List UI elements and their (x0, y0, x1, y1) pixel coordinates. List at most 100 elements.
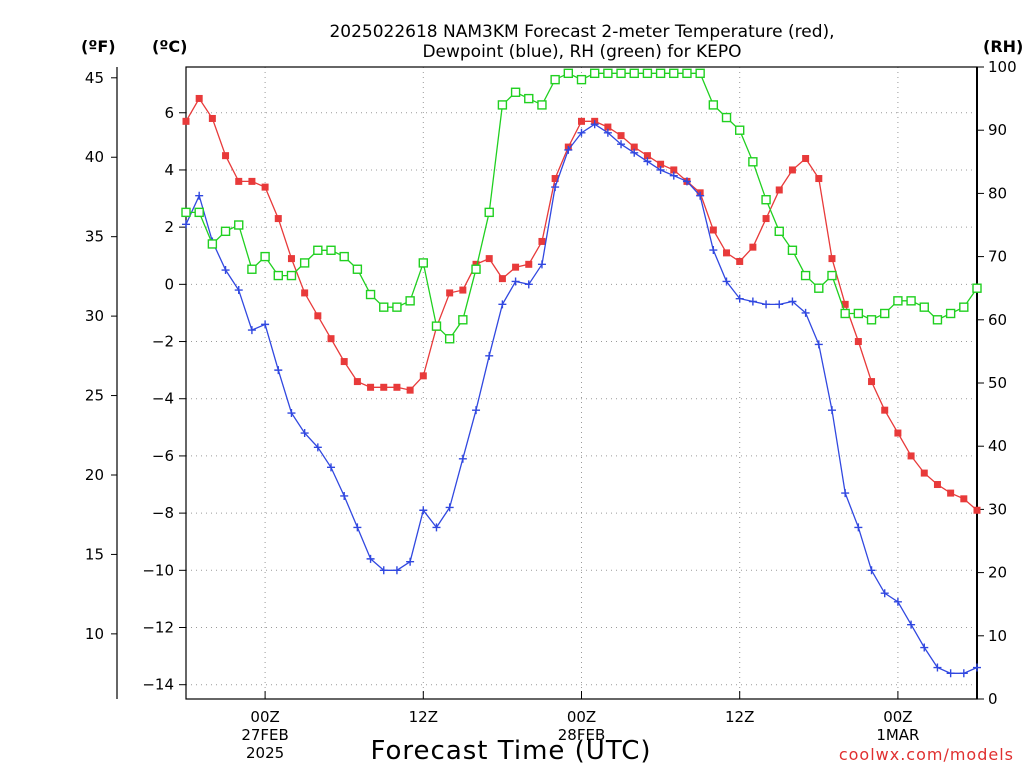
rh-point (827, 270, 837, 281)
rh-point (866, 315, 877, 325)
rh-point (181, 207, 191, 218)
fahrenheit-tick-label: 20 (85, 466, 104, 484)
rh-point (537, 100, 547, 110)
rh-point (669, 68, 679, 79)
temperature-point (538, 237, 546, 245)
dewpoint-point (722, 277, 731, 286)
dewpoint-point (564, 145, 573, 154)
temperature-point (314, 312, 322, 320)
dewpoint-point (353, 523, 362, 532)
x-tick-label: 00Z (883, 708, 912, 726)
dewpoint-point (696, 191, 705, 200)
temperature-point (393, 383, 401, 391)
dewpoint-point (630, 148, 639, 157)
rh-point (629, 68, 639, 79)
dewpoint-point (643, 157, 652, 166)
rh-point (352, 264, 363, 274)
x-tick-label: 00Z (567, 708, 596, 726)
dewpoint-point (458, 454, 467, 463)
temperature-point (723, 249, 731, 257)
temperature-point (327, 335, 335, 343)
celsius-tick-label: −6 (152, 447, 174, 465)
temperature-point (498, 275, 506, 283)
dewpoint-point (748, 297, 757, 306)
dewpoint-point (907, 620, 916, 629)
fahrenheit-tick-label: 40 (85, 148, 104, 166)
dewpoint-point (656, 165, 665, 174)
x-axis-label: Forecast Time (UTC) (370, 736, 651, 766)
rh-point (247, 264, 257, 274)
rh-point (273, 270, 283, 281)
rh-point (207, 239, 218, 249)
rh-point (471, 264, 481, 274)
dewpoint-point (300, 429, 309, 438)
temperature-point (657, 160, 665, 168)
dewpoint-point (880, 589, 889, 598)
dewpoint-point (788, 297, 797, 306)
credit-label: coolwx.com/models (839, 745, 1014, 764)
rh-point (748, 157, 758, 167)
dewpoint-point (366, 554, 375, 563)
temperature-point (749, 243, 757, 251)
temperature-point (920, 469, 928, 477)
celsius-tick-label: 4 (164, 161, 174, 179)
dewpoint-point (762, 300, 771, 309)
temperature-point (472, 260, 480, 268)
rh-point (959, 302, 969, 312)
rh-point (563, 68, 574, 79)
rh-point (444, 334, 455, 344)
rh-point (550, 74, 560, 85)
rh-point (194, 207, 204, 218)
temperature-point (222, 152, 230, 160)
dewpoint-point (234, 286, 243, 295)
temperature-point (736, 257, 744, 265)
temperature-point (630, 143, 638, 151)
dewpoint-point (669, 171, 678, 180)
chart-title-line-2: Dewpoint (blue), RH (green) for KEPO (422, 42, 741, 62)
celsius-unit-label: (ºC) (152, 37, 187, 56)
rh-point (814, 283, 824, 293)
temperature-point (525, 260, 533, 268)
dewpoint-point (801, 308, 810, 317)
dewpoint-point (946, 669, 955, 678)
rh-tick-label: 30 (988, 500, 1007, 518)
rh-point (339, 251, 349, 262)
temperature-point (551, 175, 559, 183)
dewpoint-point (485, 351, 494, 360)
dewpoint-point (261, 320, 270, 329)
temperature-point (775, 186, 783, 194)
celsius-tick-label: −12 (142, 619, 174, 637)
temperature-point (446, 289, 454, 297)
dewpoint-point (195, 191, 204, 200)
temperature-point (604, 123, 612, 131)
data-series (181, 68, 982, 678)
temperature-point (512, 263, 520, 271)
dewpoint-point (524, 280, 533, 289)
temperature-point (195, 94, 203, 102)
rh-point (392, 302, 402, 312)
rh-point (405, 296, 415, 306)
dewpoint-point (445, 503, 454, 512)
dewpoint-point (854, 523, 863, 532)
dewpoint-point (577, 128, 586, 137)
rh-tick-label: 100 (988, 58, 1017, 76)
rh-point (576, 74, 587, 85)
fahrenheit-tick-label: 45 (85, 69, 104, 87)
rh-point (893, 296, 903, 306)
dewpoint-point (709, 246, 718, 255)
x-tick-label: 2025 (246, 744, 284, 762)
temperature-point (802, 155, 810, 163)
rh-tick-label: 70 (988, 248, 1007, 266)
temperature-point (617, 132, 625, 140)
rh-point (458, 315, 468, 325)
rh-point (616, 68, 626, 79)
rh-point (735, 125, 745, 135)
temperature-point (670, 166, 678, 174)
dewpoint-point (313, 443, 322, 452)
dewpoint-point (814, 340, 823, 349)
temperature-point (643, 152, 651, 160)
dewpoint-point (682, 177, 691, 186)
chart-axes (111, 66, 984, 700)
rh-point (761, 195, 771, 205)
temperature-point (960, 495, 968, 503)
